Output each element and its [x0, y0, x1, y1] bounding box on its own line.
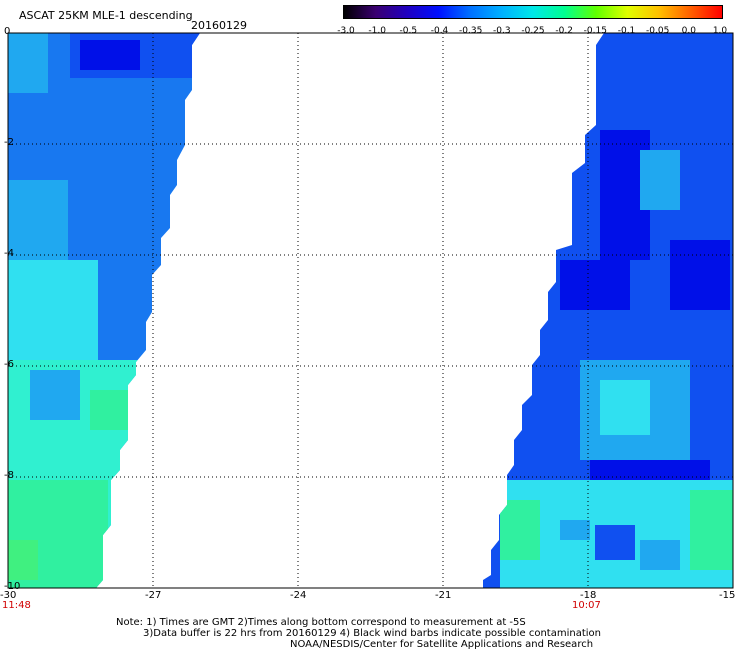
- patch-deepest: [80, 40, 140, 70]
- y-tick-label: -8: [4, 470, 14, 481]
- y-tick-label: -4: [4, 248, 14, 259]
- colorbar-tick-label: -0.1: [617, 26, 636, 36]
- y-tick-label: 0: [4, 26, 11, 37]
- product-title: ASCAT 25KM MLE-1 descending: [19, 9, 193, 22]
- patch-light: [640, 150, 680, 210]
- patch-deep: [560, 260, 630, 310]
- map-frame: [7, 32, 734, 589]
- colorbar-tick-label: 1.0: [712, 26, 728, 36]
- patch-deep: [670, 240, 730, 310]
- x-tick-label: -30: [0, 590, 17, 601]
- patch-light: [30, 370, 80, 420]
- y-tick-label: -2: [4, 137, 14, 148]
- patch-light: [560, 520, 590, 540]
- colorbar-tick-label: -0.5: [399, 26, 418, 36]
- colorbar-tick-label: -0.25: [521, 26, 545, 36]
- patch-green: [690, 490, 733, 570]
- patch-green: [90, 390, 130, 430]
- y-tick-label: -6: [4, 359, 14, 370]
- colorbar-tick-label: -0.2: [555, 26, 573, 36]
- colorbar-tick-label: -1.0: [368, 26, 386, 36]
- note-line-2: 3)Data buffer is 22 hrs from 20160129 4)…: [143, 628, 601, 639]
- product-date: 20160129: [191, 19, 247, 32]
- patch-deep: [590, 460, 710, 480]
- colorbar-tick-label: 0.0: [681, 26, 696, 36]
- colorbar-tick-label: -0.05: [646, 26, 670, 36]
- x-tick-label: -18: [580, 590, 597, 601]
- left-swath-texture: [8, 33, 200, 588]
- patch-light: [640, 540, 680, 570]
- patch-green: [500, 500, 540, 560]
- colorbar-tick-label: -0.4: [430, 26, 449, 36]
- colorbar-tick-label: -0.15: [583, 26, 607, 36]
- time-label-right: 10:07: [572, 600, 601, 611]
- patch-cyan: [8, 260, 98, 370]
- patch-green: [8, 540, 38, 580]
- time-label-left: 11:48: [2, 600, 31, 611]
- colorbar-tick-label: -0.35: [459, 26, 483, 36]
- y-tick-label: -10: [4, 581, 21, 592]
- patch-light: [8, 33, 48, 93]
- colorbar: [343, 5, 723, 19]
- right-swath-texture: [500, 130, 733, 588]
- x-tick-label: -24: [290, 590, 307, 601]
- colorbar-tick-label: -0.3: [493, 26, 511, 36]
- colorbar-tick-label: -3.0: [337, 26, 355, 36]
- x-tick-label: -15: [719, 590, 736, 601]
- note-line-3: NOAA/NESDIS/Center for Satellite Applica…: [290, 639, 594, 650]
- x-tick-label: -21: [435, 590, 452, 601]
- swath-layer: [8, 33, 733, 588]
- patch-blue: [595, 525, 635, 560]
- note-line-1: Note: 1) Times are GMT 2)Times along bot…: [116, 617, 526, 628]
- x-tick-label: -27: [145, 590, 162, 601]
- patch-cyan: [600, 380, 650, 435]
